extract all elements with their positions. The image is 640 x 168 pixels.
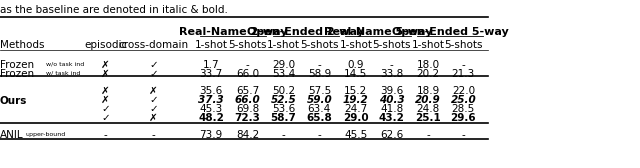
Text: 58.7: 58.7 bbox=[271, 113, 296, 123]
Text: ✓: ✓ bbox=[101, 113, 110, 123]
Text: 18.9: 18.9 bbox=[417, 86, 440, 96]
Text: 25.0: 25.0 bbox=[451, 95, 476, 105]
Text: ✓: ✓ bbox=[149, 104, 158, 114]
Text: ✓: ✓ bbox=[101, 104, 110, 114]
Text: as the baseline are denoted in italic & bold.: as the baseline are denoted in italic & … bbox=[0, 5, 228, 15]
Text: 29.6: 29.6 bbox=[451, 113, 476, 123]
Text: 21.3: 21.3 bbox=[452, 69, 475, 79]
Text: 1-shot: 1-shot bbox=[339, 40, 372, 50]
Text: 15.2: 15.2 bbox=[344, 86, 367, 96]
Text: -: - bbox=[104, 130, 108, 140]
Text: 28.5: 28.5 bbox=[452, 104, 475, 114]
Text: ✓: ✓ bbox=[149, 60, 158, 70]
Text: 72.3: 72.3 bbox=[235, 113, 260, 123]
Text: 25.1: 25.1 bbox=[415, 113, 441, 123]
Text: 5-shots: 5-shots bbox=[228, 40, 267, 50]
Text: 52.5: 52.5 bbox=[271, 95, 296, 105]
Text: 43.2: 43.2 bbox=[379, 113, 404, 123]
Text: 20.2: 20.2 bbox=[417, 69, 440, 79]
Text: 19.2: 19.2 bbox=[343, 95, 369, 105]
Text: 18.0: 18.0 bbox=[417, 60, 440, 70]
Text: 53.6: 53.6 bbox=[272, 104, 295, 114]
Text: Open-Ended 2-way: Open-Ended 2-way bbox=[247, 27, 364, 37]
Text: -: - bbox=[317, 130, 321, 140]
Text: 5-shots: 5-shots bbox=[372, 40, 411, 50]
Text: 20.9: 20.9 bbox=[415, 95, 441, 105]
Text: -: - bbox=[461, 60, 465, 70]
Text: -: - bbox=[282, 130, 285, 140]
Text: Ours: Ours bbox=[0, 96, 28, 106]
Text: 35.6: 35.6 bbox=[200, 86, 223, 96]
Text: ✗: ✗ bbox=[101, 95, 110, 105]
Text: 14.5: 14.5 bbox=[344, 69, 367, 79]
Text: ✗: ✗ bbox=[101, 60, 110, 70]
Text: ✗: ✗ bbox=[149, 113, 158, 123]
Text: 69.8: 69.8 bbox=[236, 104, 259, 114]
Text: 22.0: 22.0 bbox=[452, 86, 475, 96]
Text: w/o task ind: w/o task ind bbox=[46, 61, 84, 66]
Text: 1.7: 1.7 bbox=[203, 60, 220, 70]
Text: 53.4: 53.4 bbox=[272, 69, 295, 79]
Text: -: - bbox=[246, 60, 250, 70]
Text: 33.7: 33.7 bbox=[200, 69, 223, 79]
Text: 0.9: 0.9 bbox=[348, 60, 364, 70]
Text: ✗: ✗ bbox=[101, 86, 110, 96]
Text: 1-shot: 1-shot bbox=[412, 40, 445, 50]
Text: 39.6: 39.6 bbox=[380, 86, 403, 96]
Text: ✓: ✓ bbox=[149, 69, 158, 79]
Text: -: - bbox=[461, 130, 465, 140]
Text: cross-domain: cross-domain bbox=[118, 40, 189, 50]
Text: 66.0: 66.0 bbox=[235, 95, 260, 105]
Text: 59.0: 59.0 bbox=[307, 95, 332, 105]
Text: ✗: ✗ bbox=[149, 86, 158, 96]
Text: 5-shots: 5-shots bbox=[300, 40, 339, 50]
Text: Frozen: Frozen bbox=[0, 69, 34, 79]
Text: Open-Ended 5-way: Open-Ended 5-way bbox=[392, 27, 509, 37]
Text: 58.9: 58.9 bbox=[308, 69, 331, 79]
Text: episodic: episodic bbox=[84, 40, 127, 50]
Text: 65.8: 65.8 bbox=[307, 113, 332, 123]
Text: -: - bbox=[426, 130, 430, 140]
Text: -: - bbox=[317, 60, 321, 70]
Text: 33.8: 33.8 bbox=[380, 69, 403, 79]
Text: 57.5: 57.5 bbox=[308, 86, 331, 96]
Text: 41.8: 41.8 bbox=[380, 104, 403, 114]
Text: 29.0: 29.0 bbox=[272, 60, 295, 70]
Text: 40.3: 40.3 bbox=[379, 95, 404, 105]
Text: 37.3: 37.3 bbox=[198, 95, 224, 105]
Text: 24.8: 24.8 bbox=[417, 104, 440, 114]
Text: 62.6: 62.6 bbox=[380, 130, 403, 140]
Text: 84.2: 84.2 bbox=[236, 130, 259, 140]
Text: 29.0: 29.0 bbox=[343, 113, 369, 123]
Text: Real-Name 5-way: Real-Name 5-way bbox=[324, 27, 432, 37]
Text: Frozen: Frozen bbox=[0, 60, 34, 70]
Text: 45.5: 45.5 bbox=[344, 130, 367, 140]
Text: 48.2: 48.2 bbox=[198, 113, 224, 123]
Text: 24.7: 24.7 bbox=[344, 104, 367, 114]
Text: 73.9: 73.9 bbox=[200, 130, 223, 140]
Text: Real-Name 2-way: Real-Name 2-way bbox=[179, 27, 287, 37]
Text: 1-shot: 1-shot bbox=[267, 40, 300, 50]
Text: ANIL: ANIL bbox=[0, 130, 24, 140]
Text: -: - bbox=[152, 130, 156, 140]
Text: ✗: ✗ bbox=[101, 69, 110, 79]
Text: -: - bbox=[390, 60, 394, 70]
Text: Methods: Methods bbox=[0, 40, 45, 50]
Text: upper-bound: upper-bound bbox=[26, 132, 66, 137]
Text: w/ task ind: w/ task ind bbox=[46, 71, 81, 76]
Text: 1-shot: 1-shot bbox=[195, 40, 228, 50]
Text: 65.7: 65.7 bbox=[236, 86, 259, 96]
Text: 63.4: 63.4 bbox=[308, 104, 331, 114]
Text: 45.3: 45.3 bbox=[200, 104, 223, 114]
Text: 66.0: 66.0 bbox=[236, 69, 259, 79]
Text: 50.2: 50.2 bbox=[272, 86, 295, 96]
Text: ✓: ✓ bbox=[149, 95, 158, 105]
Text: 5-shots: 5-shots bbox=[444, 40, 483, 50]
